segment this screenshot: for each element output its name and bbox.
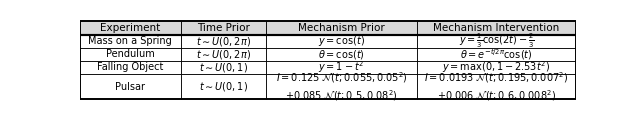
Text: $t \sim U(0, 2\pi)$: $t \sim U(0, 2\pi)$ xyxy=(196,48,251,61)
Text: Mechanism Intervention: Mechanism Intervention xyxy=(433,23,560,33)
Bar xyxy=(266,21,417,35)
Text: $y = \frac{1}{3}\cos(2t) - \frac{2}{3}$: $y = \frac{1}{3}\cos(2t) - \frac{2}{3}$ xyxy=(459,32,534,50)
Bar xyxy=(180,21,266,35)
Text: $\theta = \cos(t)$: $\theta = \cos(t)$ xyxy=(318,48,365,61)
Text: Experiment: Experiment xyxy=(100,23,161,33)
Bar xyxy=(180,48,266,61)
Bar xyxy=(80,21,180,35)
Bar xyxy=(180,61,266,74)
Bar xyxy=(180,74,266,99)
Text: Pulsar: Pulsar xyxy=(115,82,145,92)
Bar xyxy=(266,48,417,61)
Text: $t \sim U(0, 2\pi)$: $t \sim U(0, 2\pi)$ xyxy=(196,35,251,48)
Bar xyxy=(80,35,180,48)
Bar xyxy=(180,35,266,48)
Bar xyxy=(417,35,576,48)
Text: Mechanism Prior: Mechanism Prior xyxy=(298,23,385,33)
Text: $y = \max(0, 1 - 2.53t^2)$: $y = \max(0, 1 - 2.53t^2)$ xyxy=(442,60,550,75)
Text: $y = 1 - t^2$: $y = 1 - t^2$ xyxy=(319,60,365,75)
Bar xyxy=(80,61,180,74)
Bar xyxy=(417,48,576,61)
Text: $I = 0.0193\;\mathcal{N}(t; 0.195, 0.007^2)$
$+0.006\;\mathcal{N}(t; 0.6, 0.008^: $I = 0.0193\;\mathcal{N}(t; 0.195, 0.007… xyxy=(424,70,569,103)
Text: $t \sim U(0, 1)$: $t \sim U(0, 1)$ xyxy=(199,61,248,74)
Text: $y = \cos(t)$: $y = \cos(t)$ xyxy=(318,34,365,48)
Bar xyxy=(80,74,180,99)
Bar xyxy=(80,48,180,61)
Text: Mass on a Spring: Mass on a Spring xyxy=(88,36,172,46)
Bar xyxy=(266,35,417,48)
Text: $I = 0.125\;\mathcal{N}(t; 0.055, 0.05^2)$
$+0.085\;\mathcal{N}(t; 0.5, 0.08^2)$: $I = 0.125\;\mathcal{N}(t; 0.055, 0.05^2… xyxy=(276,70,408,103)
Text: Time Prior: Time Prior xyxy=(197,23,250,33)
Bar xyxy=(417,21,576,35)
Text: Falling Object: Falling Object xyxy=(97,62,164,72)
Text: $\theta = e^{-t/2\pi}\cos(t)$: $\theta = e^{-t/2\pi}\cos(t)$ xyxy=(460,47,533,62)
Bar xyxy=(417,74,576,99)
Bar xyxy=(266,74,417,99)
Text: $t \sim U(0, 1)$: $t \sim U(0, 1)$ xyxy=(199,80,248,93)
Bar xyxy=(266,61,417,74)
Bar xyxy=(417,61,576,74)
Text: Pendulum: Pendulum xyxy=(106,49,155,59)
